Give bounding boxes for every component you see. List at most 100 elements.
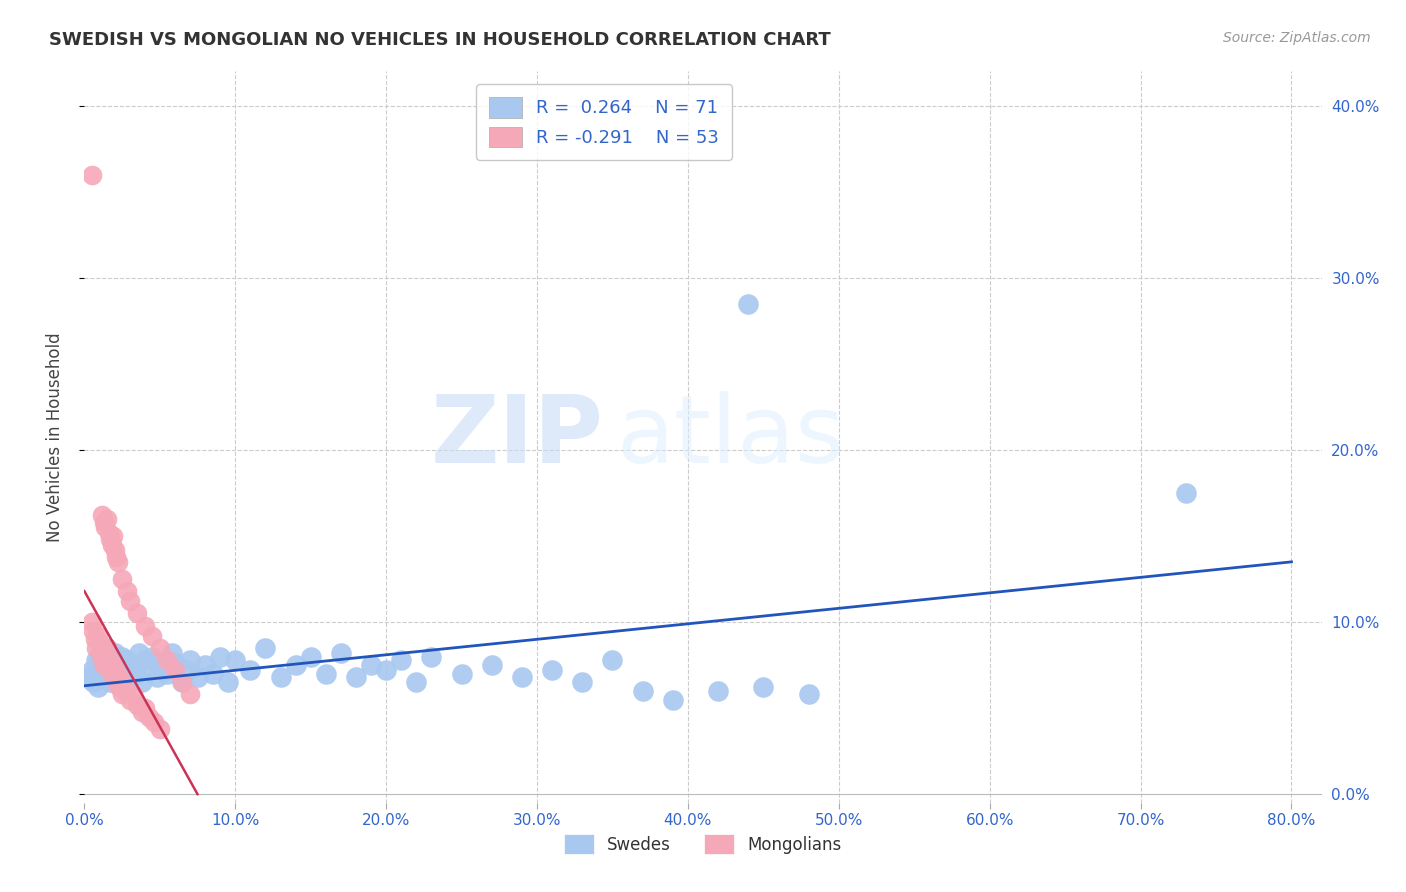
Swedes [797, 687, 820, 701]
Swedes [160, 646, 183, 660]
Swedes [107, 660, 129, 674]
Swedes [112, 663, 135, 677]
Mongolians [80, 615, 103, 629]
Swedes [82, 675, 104, 690]
Y-axis label: No Vehicles in Household: No Vehicles in Household [45, 332, 63, 542]
Swedes [224, 653, 246, 667]
Swedes [105, 670, 128, 684]
Swedes [201, 666, 224, 681]
Mongolians [134, 701, 156, 715]
Swedes [90, 658, 112, 673]
Swedes [108, 666, 131, 681]
Swedes [176, 663, 198, 677]
Mongolians [86, 640, 108, 655]
Mongolians [114, 684, 136, 698]
Swedes [239, 663, 262, 677]
Mongolians [93, 658, 115, 673]
Swedes [389, 653, 412, 667]
Mongolians [134, 618, 156, 632]
Swedes [134, 653, 156, 667]
Mongolians [87, 629, 110, 643]
Swedes [101, 658, 124, 673]
Swedes [179, 653, 201, 667]
Swedes [270, 670, 292, 684]
Mongolians [141, 629, 163, 643]
Mongolians [93, 516, 115, 530]
Mongolians [98, 663, 121, 677]
Swedes [405, 675, 427, 690]
Swedes [631, 684, 654, 698]
Swedes [571, 675, 593, 690]
Text: atlas: atlas [616, 391, 845, 483]
Swedes [662, 692, 685, 706]
Swedes [284, 658, 307, 673]
Swedes [420, 649, 443, 664]
Swedes [329, 646, 352, 660]
Mongolians [100, 538, 122, 552]
Mongolians [101, 670, 124, 684]
Mongolians [105, 675, 128, 690]
Mongolians [149, 640, 172, 655]
Swedes [172, 675, 194, 690]
Mongolians [98, 533, 121, 547]
Mongolians [101, 529, 124, 543]
Swedes [87, 681, 110, 695]
Mongolians [84, 632, 107, 647]
Swedes [375, 663, 398, 677]
Swedes [450, 666, 472, 681]
Swedes [146, 670, 169, 684]
Mongolians [142, 714, 165, 729]
Swedes [77, 670, 100, 684]
Mongolians [80, 168, 103, 182]
Mongolians [107, 555, 129, 569]
Legend: Swedes, Mongolians: Swedes, Mongolians [557, 828, 849, 860]
Mongolians [115, 584, 138, 599]
Swedes [118, 670, 141, 684]
Swedes [97, 653, 120, 667]
Swedes [86, 653, 108, 667]
Swedes [149, 658, 172, 673]
Mongolians [94, 649, 117, 664]
Mongolians [111, 687, 134, 701]
Swedes [131, 675, 153, 690]
Mongolians [103, 542, 125, 557]
Swedes [141, 649, 163, 664]
Swedes [217, 675, 239, 690]
Swedes [315, 666, 337, 681]
Mongolians [121, 687, 143, 701]
Swedes [91, 666, 114, 681]
Swedes [80, 663, 103, 677]
Swedes [124, 666, 146, 681]
Swedes [481, 658, 503, 673]
Mongolians [111, 572, 134, 586]
Mongolians [107, 670, 129, 684]
Swedes [737, 296, 759, 310]
Mongolians [96, 640, 118, 655]
Mongolians [127, 698, 149, 712]
Text: SWEDISH VS MONGOLIAN NO VEHICLES IN HOUSEHOLD CORRELATION CHART: SWEDISH VS MONGOLIAN NO VEHICLES IN HOUS… [49, 31, 831, 49]
Swedes [541, 663, 564, 677]
Mongolians [127, 607, 149, 621]
Text: ZIP: ZIP [432, 391, 605, 483]
Mongolians [110, 675, 132, 690]
Mongolians [82, 624, 104, 638]
Swedes [89, 649, 111, 664]
Swedes [344, 670, 367, 684]
Mongolians [94, 520, 117, 534]
Mongolians [118, 692, 141, 706]
Mongolians [172, 675, 194, 690]
Swedes [96, 640, 118, 655]
Mongolians [97, 525, 120, 540]
Mongolians [105, 549, 128, 564]
Swedes [94, 663, 117, 677]
Swedes [602, 653, 624, 667]
Swedes [707, 684, 730, 698]
Swedes [115, 653, 138, 667]
Swedes [360, 658, 382, 673]
Swedes [98, 675, 121, 690]
Mongolians [156, 653, 179, 667]
Mongolians [96, 512, 118, 526]
Mongolians [97, 653, 120, 667]
Mongolians [163, 663, 186, 677]
Swedes [136, 663, 159, 677]
